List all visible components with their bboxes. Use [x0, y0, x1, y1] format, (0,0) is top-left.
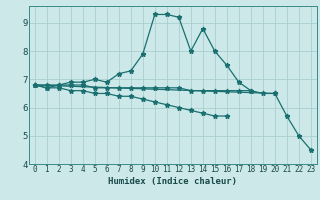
X-axis label: Humidex (Indice chaleur): Humidex (Indice chaleur) — [108, 177, 237, 186]
